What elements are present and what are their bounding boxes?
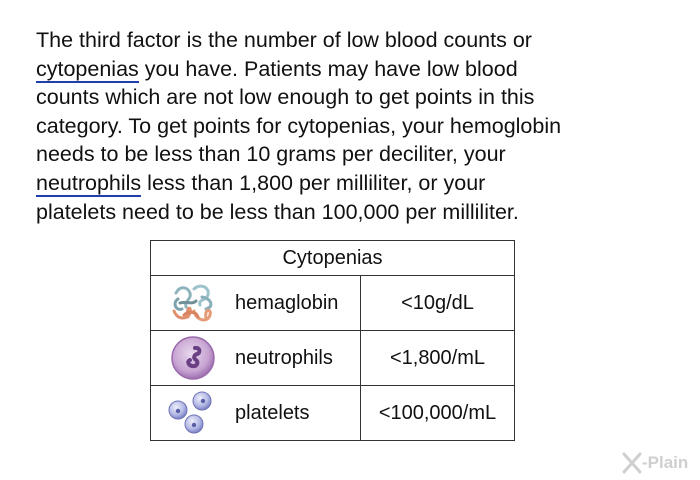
paragraph-line: needs to be less than 10 grams per decil… [36,142,506,167]
name-cell: platelets [150,385,361,441]
paragraph-line: counts which are not low enough to get p… [36,85,535,110]
neutrophils-link[interactable]: neutrophils [36,170,142,197]
table-header: Cytopenias [150,240,515,276]
paragraph-line: category. To get points for cytopenias, … [36,113,562,138]
paragraph-line: cytopenias you have. Patients may have l… [36,55,676,84]
row-value: <10g/dL [360,275,515,331]
paragraph-line: neutrophils less than 1,800 per millilit… [36,169,676,198]
cytopenias-link[interactable]: cytopenias [36,56,139,83]
table-row: neutrophils <1,800/mL [150,330,515,386]
paragraph-text: you have. Patients may have low blood [138,56,518,81]
row-name: platelets [235,401,310,424]
table-row: platelets <100,000/mL [150,385,515,441]
row-name: neutrophils [235,346,333,369]
body-paragraph: The third factor is the number of low bl… [36,26,676,226]
cytopenias-table: Cytopenias [150,240,515,441]
paragraph-line: The third factor is the number of low bl… [36,28,532,52]
row-value: <100,000/mL [360,385,515,441]
paragraph-text: less than 1,800 per milliliter, or your [141,170,486,195]
x-mark-icon [622,452,642,474]
hemoglobin-molecule-icon [151,276,235,330]
paragraph-line: platelets need to be less than 100,000 p… [36,199,519,224]
logo-text: -Plain [642,453,689,472]
name-cell: neutrophils [150,330,361,386]
name-cell: hemaglobin [150,275,361,331]
platelets-icon [151,386,235,440]
table-row: hemaglobin <10g/dL [150,275,515,331]
xplain-logo: -Plain [622,452,688,474]
row-name: hemaglobin [235,291,339,314]
row-value: <1,800/mL [360,330,515,386]
table-header-row: Cytopenias [150,240,515,276]
neutrophil-cell-icon [151,331,235,385]
